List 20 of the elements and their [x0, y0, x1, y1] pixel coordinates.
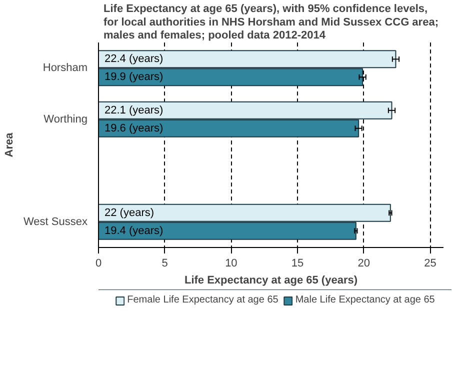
x-tick-label: 10	[225, 258, 238, 270]
x-tick-label: 25	[424, 258, 436, 270]
x-tick-label: 0	[95, 258, 102, 270]
x-tick-label: 20	[358, 258, 370, 270]
data-label: 22.1 (years)	[104, 104, 164, 116]
data-label: 19.9 (years)	[104, 71, 164, 84]
x-axis-title: Life Expectancy at age 65 (years)	[184, 274, 358, 286]
data-label: 22 (years)	[104, 206, 154, 219]
legend-label: Female Life Expectancy at age 65	[127, 294, 278, 306]
data-label: 19.4 (years)	[104, 224, 164, 237]
y-axis-title: Area	[4, 132, 16, 158]
legend-label: Male Life Expectancy at age 65	[295, 294, 435, 306]
x-tick-label: 5	[162, 258, 168, 270]
x-tick-label: 15	[291, 258, 304, 270]
y-tick-label: West Sussex	[24, 216, 88, 228]
y-tick-label: Horsham	[42, 62, 88, 74]
data-label: 19.6 (years)	[104, 122, 164, 134]
y-tick-label: Worthing	[44, 113, 88, 126]
data-label: 22.4 (years)	[104, 53, 164, 66]
chart-title: Life Expectancy at age 65 (years), with 95% confidence levels, for local authorities in NHS Horsham and Mid Sussex CCG area; males and females; pooled data 2012-2014	[104, 3, 438, 42]
